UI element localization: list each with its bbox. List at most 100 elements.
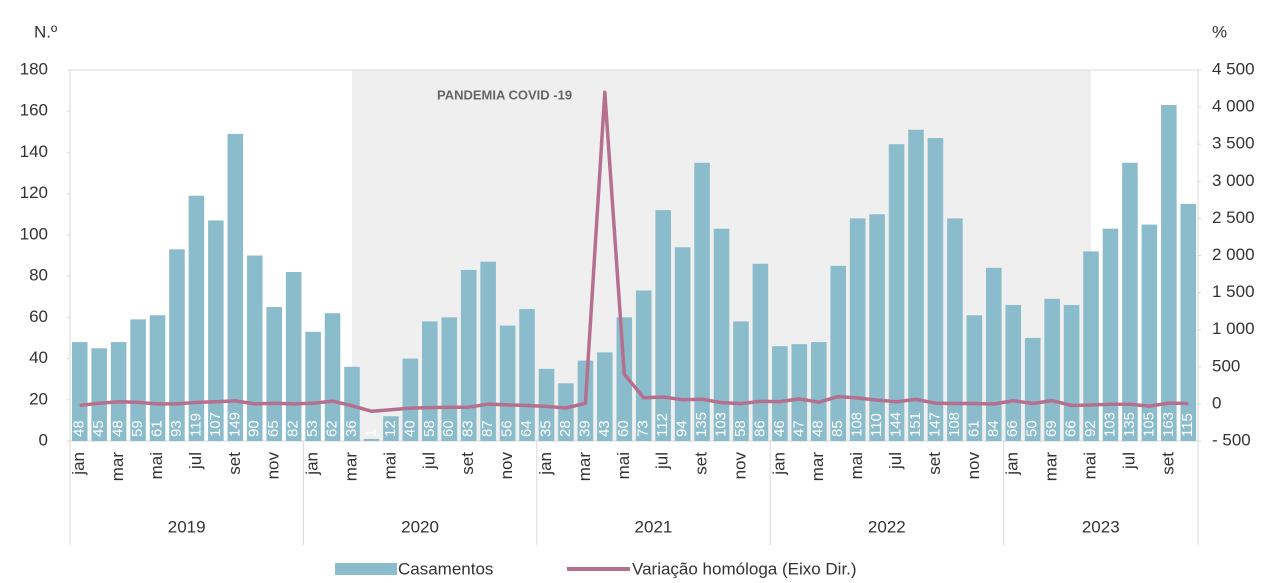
x-tick-label: mai: [847, 452, 866, 479]
y-tick-label: 180: [20, 59, 48, 78]
bar: [986, 267, 1002, 441]
group-label: 2021: [635, 517, 673, 536]
y-tick-label: 20: [29, 389, 48, 408]
bar: [616, 317, 633, 441]
data-label: 84: [985, 420, 1002, 437]
y2-tick-label: 2 500: [1212, 208, 1255, 227]
data-label: 43: [596, 420, 613, 437]
data-label: 90: [246, 420, 263, 437]
bar: [655, 210, 671, 441]
bar: [597, 352, 613, 441]
data-label: 105: [1140, 412, 1157, 437]
data-label: 144: [888, 412, 905, 437]
bar: [324, 313, 341, 441]
data-label: 48: [110, 420, 127, 437]
legend-label: Variação homóloga (Eixo Dir.): [632, 559, 857, 578]
y2-axis-title: %: [1212, 22, 1227, 41]
y2-tick-label: 0: [1212, 393, 1221, 412]
data-label: 58: [421, 420, 438, 437]
x-tick-label: mai: [1081, 452, 1100, 479]
x-tick-label: mai: [147, 452, 166, 479]
bar: [869, 214, 885, 441]
y-axis-title: N.º: [34, 22, 57, 41]
y-tick-label: 0: [39, 430, 48, 449]
x-tick-label: mar: [575, 452, 594, 482]
data-label: 107: [207, 412, 224, 437]
bar: [460, 269, 477, 441]
data-label: 93: [168, 420, 185, 437]
bar: [422, 321, 438, 441]
data-label: 61: [148, 420, 165, 437]
data-label: 87: [479, 420, 496, 437]
bar: [1102, 228, 1119, 441]
data-label: 50: [1024, 420, 1041, 437]
bar: [130, 319, 146, 441]
data-label: 64: [518, 420, 535, 437]
x-tick-label: jul: [1119, 452, 1138, 470]
bar: [927, 138, 944, 441]
data-label: 73: [635, 420, 652, 437]
bar: [1141, 224, 1158, 441]
bar: [849, 218, 866, 441]
bar: [169, 249, 185, 441]
data-label: 53: [304, 420, 321, 437]
y2-tick-label: 3 000: [1212, 171, 1255, 190]
bar: [908, 129, 924, 441]
data-label: 151: [907, 412, 924, 437]
y-tick-label: 140: [20, 142, 48, 161]
bar: [1005, 304, 1022, 441]
bar: [1083, 251, 1099, 441]
data-label: 115: [1179, 413, 1196, 437]
data-label: 110: [868, 413, 885, 437]
group-label: 2020: [401, 517, 439, 536]
bar: [266, 307, 282, 441]
bar: [830, 265, 846, 441]
data-label: 94: [674, 420, 691, 437]
data-label: 60: [440, 420, 457, 437]
bar: [285, 271, 302, 441]
data-label: 108: [946, 412, 963, 437]
bar: [1180, 203, 1197, 441]
bar: [499, 325, 516, 441]
bar: [110, 342, 127, 441]
group-label: 2022: [868, 517, 906, 536]
bar: [188, 195, 205, 441]
x-tick-label: mai: [380, 452, 399, 479]
data-label: 40: [401, 420, 418, 437]
y-tick-label: 80: [29, 266, 48, 285]
bar: [227, 133, 244, 441]
data-label: 147: [926, 412, 943, 437]
data-label: 65: [265, 420, 282, 437]
x-tick-label: nov: [964, 452, 983, 480]
bar: [694, 162, 710, 441]
x-tick-label: jan: [536, 452, 555, 476]
x-tick-label: jul: [186, 452, 205, 470]
bar: [558, 383, 574, 441]
bar: [791, 344, 808, 441]
bar: [947, 218, 963, 441]
x-tick-label: nov: [730, 452, 749, 480]
y-tick-label: 60: [29, 307, 48, 326]
y2-tick-label: 1 500: [1212, 282, 1255, 301]
y-tick-label: 120: [20, 183, 48, 202]
annotation: PANDEMIA COVID -19: [437, 87, 572, 102]
y2-tick-label: 4 000: [1212, 97, 1255, 116]
y2-tick-label: - 500: [1212, 430, 1251, 449]
x-tick-label: jul: [653, 452, 672, 470]
x-tick-label: set: [692, 452, 711, 475]
data-label: 36: [343, 420, 360, 437]
data-label: 149: [226, 412, 243, 437]
bar: [441, 317, 458, 441]
y2-tick-label: 1 000: [1212, 319, 1255, 338]
data-label: 59: [129, 420, 146, 437]
y2-tick-label: 3 500: [1212, 134, 1255, 153]
data-label: 39: [576, 420, 593, 437]
data-label: 56: [499, 420, 516, 437]
bar: [1024, 337, 1041, 441]
data-label: 66: [1004, 420, 1021, 437]
y-tick-label: 100: [20, 224, 48, 243]
data-label: 112: [654, 413, 671, 437]
bar: [1161, 105, 1177, 442]
data-label: 82: [285, 420, 302, 437]
bar: [71, 342, 88, 441]
